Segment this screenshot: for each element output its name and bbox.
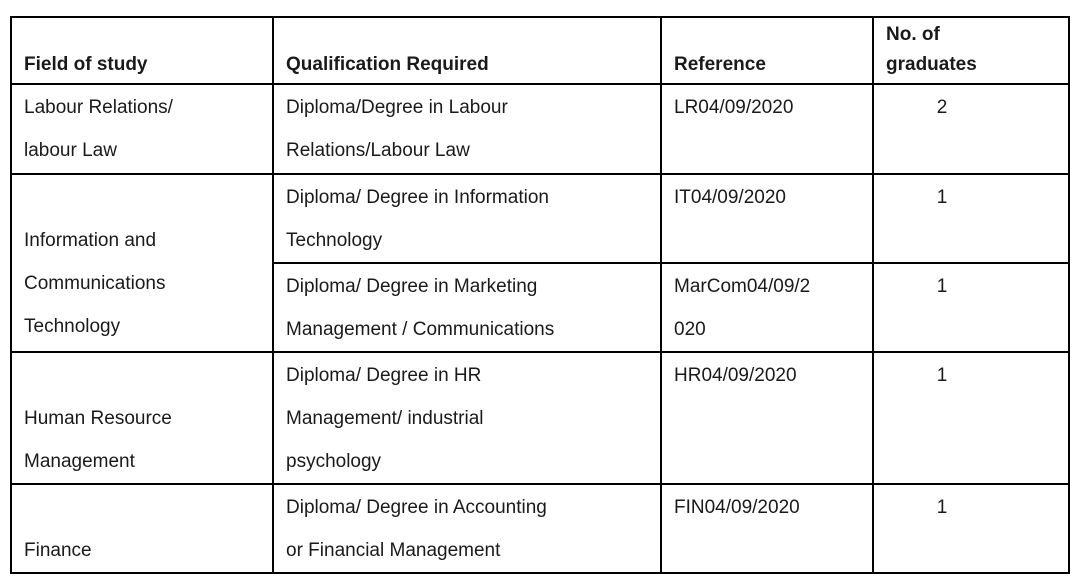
qualification-text: Diploma/ Degree in Marketing Management … <box>286 276 555 340</box>
graduates-cell: 1 <box>872 262 1070 353</box>
qualification-text: Diploma/Degree in Labour Relations/Labou… <box>286 97 508 161</box>
qualifications-table: Field of study Qualification Required Re… <box>10 16 1070 574</box>
header-field-of-study: Field of study <box>10 16 274 85</box>
header-qualification-required-label: Qualification Required <box>286 54 489 75</box>
field-cell: Labour Relations/ labour Law <box>10 83 274 175</box>
table-row-finance: Finance Diploma/ Degree in Accounting or… <box>10 483 1070 574</box>
reference-text: IT04/09/2020 <box>674 187 786 208</box>
graduates-value: 1 <box>936 187 948 208</box>
reference-cell: IT04/09/2020 <box>660 173 874 264</box>
qualification-cell: Diploma/ Degree in HR Management/ indust… <box>272 351 662 485</box>
qualification-cell: Diploma/ Degree in Information Technolog… <box>272 173 662 264</box>
reference-cell: FIN04/09/2020 <box>660 483 874 574</box>
qualification-text: Diploma/ Degree in Information Technolog… <box>286 187 549 251</box>
header-field-of-study-label: Field of study <box>24 54 148 75</box>
header-no-of-graduates: No. of graduates <box>872 16 1070 85</box>
graduates-cell: 2 <box>872 83 1070 175</box>
table-row-human-resource-management: Human Resource Management Diploma/ Degre… <box>10 351 1070 485</box>
header-reference-label: Reference <box>674 54 766 75</box>
field-text: Human Resource Management <box>24 408 172 472</box>
field-cell: Information and Communications Technolog… <box>10 173 274 353</box>
graduates-value: 2 <box>936 97 948 118</box>
graduates-value: 1 <box>936 497 948 518</box>
reference-cell: MarCom04/09/2020 <box>660 262 874 353</box>
reference-text: MarCom04/09/2020 <box>674 276 811 340</box>
field-cell: Finance <box>10 483 274 574</box>
field-text: Finance <box>24 540 92 561</box>
field-cell: Human Resource Management <box>10 351 274 485</box>
reference-cell: HR04/09/2020 <box>660 351 874 485</box>
reference-text: LR04/09/2020 <box>674 97 794 118</box>
reference-cell: LR04/09/2020 <box>660 83 874 175</box>
field-text: Information and Communications Technolog… <box>24 230 166 337</box>
header-row: Field of study Qualification Required Re… <box>10 16 1070 85</box>
graduates-value: 1 <box>936 276 948 297</box>
graduates-cell: 1 <box>872 173 1070 264</box>
table-row-ict-information-technology: Information and Communications Technolog… <box>10 173 1070 353</box>
reference-text: FIN04/09/2020 <box>674 497 800 518</box>
header-reference: Reference <box>660 16 874 85</box>
qualification-text: Diploma/ Degree in HR Management/ indust… <box>286 365 484 472</box>
table-row-ict-marketing-communications: Diploma/ Degree in Marketing Management … <box>11 262 1070 353</box>
qualification-cell: Diploma/ Degree in Marketing Management … <box>272 262 662 353</box>
reference-text: HR04/09/2020 <box>674 365 797 386</box>
graduates-cell: 1 <box>872 483 1070 574</box>
graduates-value: 1 <box>936 365 948 386</box>
qualification-cell: Diploma/Degree in Labour Relations/Labou… <box>272 83 662 175</box>
table-row-labour-relations: Labour Relations/ labour Law Diploma/Deg… <box>10 83 1070 175</box>
qualification-text: Diploma/ Degree in Accounting or Financi… <box>286 497 547 561</box>
field-text: Labour Relations/ labour Law <box>24 97 173 161</box>
graduates-cell: 1 <box>872 351 1070 485</box>
qualification-cell: Diploma/ Degree in Accounting or Financi… <box>272 483 662 574</box>
header-no-of-graduates-label: No. of graduates <box>886 24 977 75</box>
header-qualification-required: Qualification Required <box>272 16 662 85</box>
